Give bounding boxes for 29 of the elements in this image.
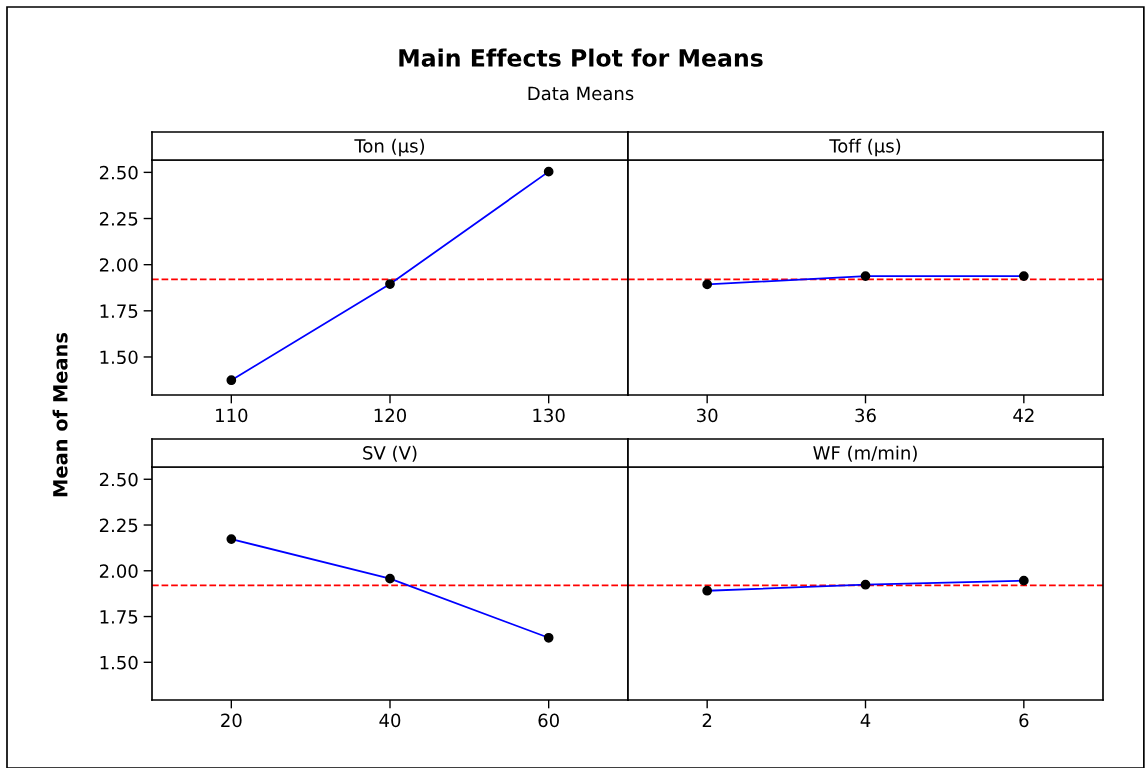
x-tick-label: 42	[1013, 408, 1034, 422]
y-tick-label: 2.25	[99, 518, 138, 533]
y-tick-label: 1.75	[100, 610, 138, 624]
x-tick-label: 2	[702, 713, 712, 727]
x-tick-label: 36	[855, 408, 876, 423]
x-tick-label: 30	[697, 408, 718, 423]
x-tick-label: 60	[538, 713, 559, 728]
y-tick-label: 1.75	[100, 304, 138, 318]
x-tick-label: 120	[374, 408, 407, 423]
text: Data Means	[528, 86, 634, 101]
y-tick-label: 2.00	[99, 258, 138, 272]
y-axis-title: Mean of Means	[52, 332, 68, 497]
x-tick-label: 4	[860, 713, 871, 727]
x-tick-label: 130	[533, 408, 565, 423]
text: Main Effects Plot for Means	[399, 48, 763, 67]
chart-title: SV (V)	[363, 445, 417, 462]
y-tick-label: 1.50	[100, 350, 138, 365]
y-tick-label: 1.50	[100, 655, 138, 670]
x-tick-label: 6	[1019, 713, 1029, 728]
x-tick-label: 110	[216, 408, 248, 423]
chart-title: Toff (µs)	[829, 138, 901, 157]
chart-title: Ton (µs)	[354, 138, 425, 157]
y-tick-label: 2.50	[99, 165, 138, 180]
y-tick-label: 2.50	[99, 472, 138, 487]
x-tick-label: 20	[221, 713, 242, 728]
x-tick-label: 40	[379, 713, 401, 728]
y-tick-label: 2.25	[99, 211, 138, 226]
y-tick-label: 2.00	[99, 564, 138, 578]
chart-title: WF (m/min)	[813, 445, 917, 462]
